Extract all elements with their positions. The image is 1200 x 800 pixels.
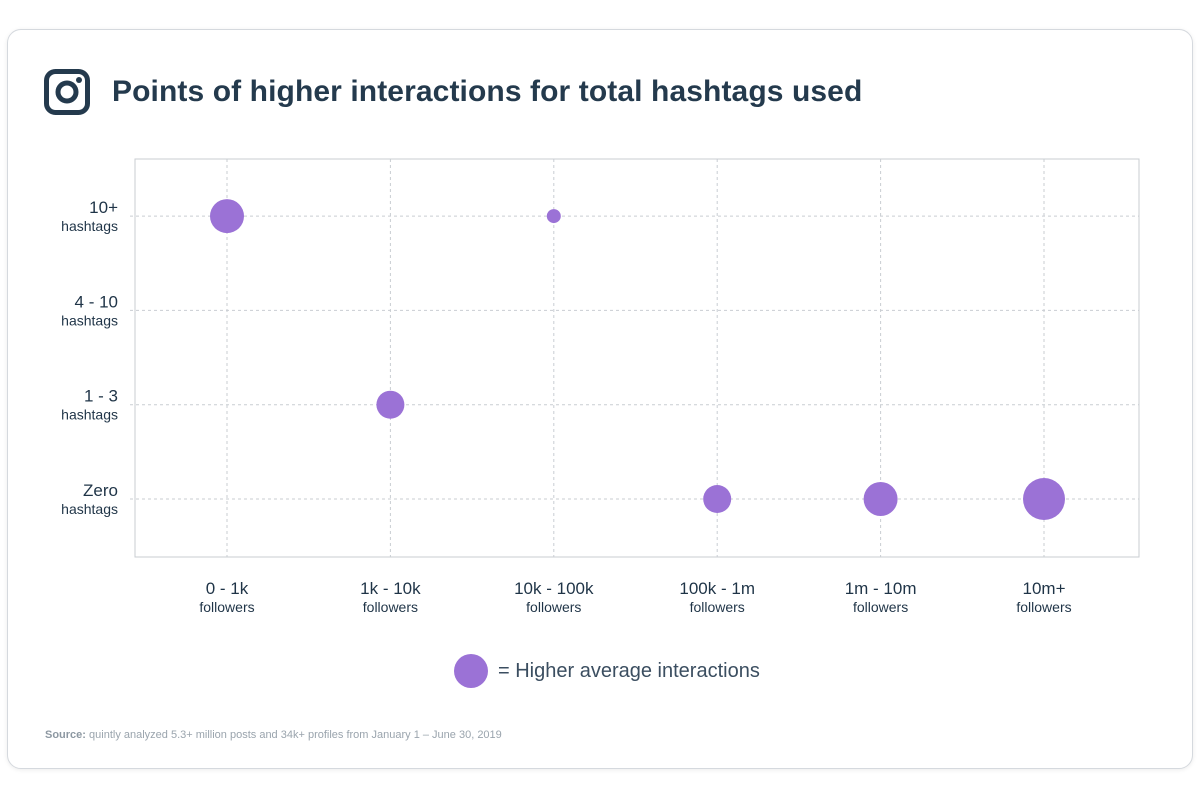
legend-label: = Higher average interactions <box>498 659 760 682</box>
legend-bubble-icon <box>454 654 488 688</box>
x-tick-sublabel: followers <box>853 599 908 615</box>
x-tick-sublabel: followers <box>363 599 418 615</box>
y-tick-label: 1 - 3 <box>84 387 118 406</box>
x-tick-sublabel: followers <box>526 599 581 615</box>
data-bubble <box>703 485 732 513</box>
data-bubble <box>1023 478 1065 520</box>
data-bubble <box>376 390 405 419</box>
source-note: Source: quintly analyzed 5.3+ million po… <box>45 729 502 741</box>
chart-title: Points of higher interactions for total … <box>112 75 863 108</box>
y-tick-label: 10+ <box>89 198 118 217</box>
data-bubble <box>863 482 898 516</box>
x-tick-label: 100k - 1m <box>679 579 755 598</box>
x-tick-label: 10m+ <box>1023 579 1066 598</box>
x-tick-sublabel: followers <box>199 599 254 615</box>
chart-header: Points of higher interactions for total … <box>44 68 862 116</box>
x-tick-label: 10k - 100k <box>514 579 594 598</box>
x-tick-label: 1m - 10m <box>845 579 917 598</box>
data-bubble <box>210 199 244 234</box>
chart-card <box>7 29 1193 769</box>
y-tick-sublabel: hashtags <box>61 501 118 517</box>
y-tick-sublabel: hashtags <box>61 218 118 234</box>
y-tick-sublabel: hashtags <box>61 407 118 423</box>
x-tick-label: 1k - 10k <box>360 579 421 598</box>
y-tick-label: 4 - 10 <box>75 292 118 311</box>
source-text: quintly analyzed 5.3+ million posts and … <box>89 729 502 741</box>
x-tick-sublabel: followers <box>1016 599 1071 615</box>
source-label: Source: <box>45 729 86 741</box>
x-tick-sublabel: followers <box>690 599 745 615</box>
data-bubble <box>546 209 561 224</box>
y-tick-label: Zero <box>83 481 118 500</box>
x-tick-label: 0 - 1k <box>206 579 249 598</box>
y-tick-sublabel: hashtags <box>61 312 118 328</box>
chart-legend: = Higher average interactions <box>454 654 760 688</box>
plot-frame <box>134 158 1140 558</box>
instagram-icon <box>44 69 90 115</box>
